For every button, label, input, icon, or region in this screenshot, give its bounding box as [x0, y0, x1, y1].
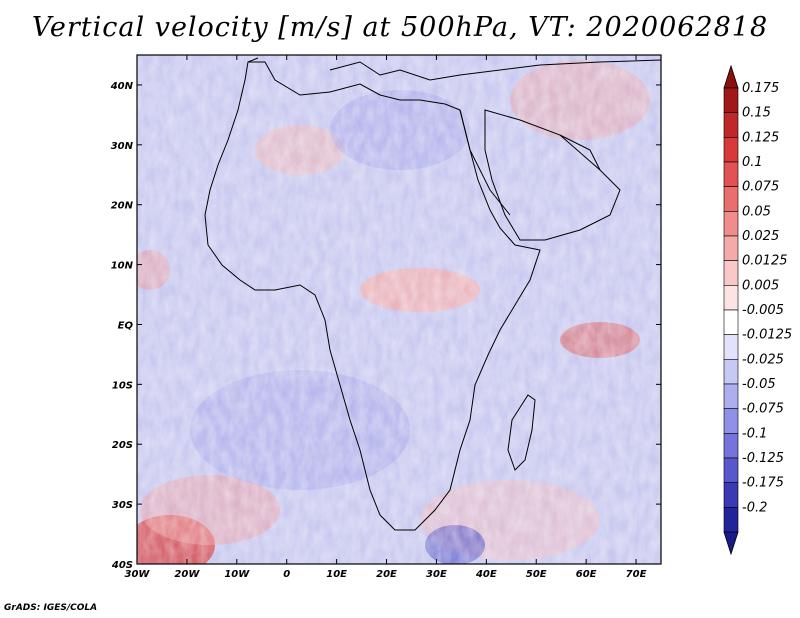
madagascar-coastline	[507, 394, 536, 471]
colorbar-label: 0.05	[742, 204, 771, 219]
colorbar-label: -0.005	[742, 303, 784, 318]
persian-gulf	[559, 134, 601, 171]
lon-tick-label: 50E	[526, 569, 547, 580]
colorbar: 0.175 0.15 0.125 0.1 0.075 0.05 0.025 0.0125 0.0…	[723, 64, 792, 556]
longitude-labels: 30W 20W 10W 0 10E 20E 30E 40E 50E 60E 70E	[125, 569, 647, 580]
colorbar-swatch	[723, 285, 739, 311]
lat-tick-label: 30N	[111, 141, 134, 152]
colorbar-label: -0.175	[742, 476, 784, 491]
colorbar-label: 0.025	[742, 229, 779, 244]
colorbar-swatch	[723, 408, 739, 434]
lat-tick-label: 10N	[111, 261, 134, 272]
africa-coastline	[204, 61, 541, 531]
lon-tick-label: 60E	[576, 569, 597, 580]
lat-tick-label: 40S	[111, 560, 133, 571]
colorbar-swatch	[723, 211, 739, 237]
colorbar-label: -0.075	[742, 402, 784, 417]
colorbar-swatch	[723, 260, 739, 286]
colorbar-swatch	[723, 507, 739, 533]
colorbar-label: 0.005	[742, 278, 779, 293]
lon-tick-label: 40E	[475, 569, 497, 580]
lon-tick-label: 10W	[224, 569, 250, 580]
colorbar-label: -0.05	[742, 377, 776, 392]
red-sea	[459, 109, 511, 216]
colorbar-swatch	[723, 457, 739, 483]
lat-tick-label: 20S	[112, 440, 133, 451]
colorbar-swatch	[723, 161, 739, 187]
lon-tick-label: 10E	[326, 569, 347, 580]
colorbar-label: 0.125	[742, 130, 779, 145]
lat-tick-label: 30S	[112, 500, 133, 511]
colorbar-bottom-arrow	[723, 531, 739, 556]
colorbar-swatch	[723, 87, 739, 113]
lat-tick-label: 40N	[110, 81, 134, 92]
colorbar-label: -0.0125	[742, 328, 792, 343]
europe-coastline	[247, 57, 661, 81]
colorbar-swatch	[723, 482, 739, 508]
lon-tick-label: 30W	[125, 569, 151, 580]
colorbar-swatch	[723, 137, 739, 163]
vertical-velocity-field	[137, 55, 661, 564]
latitude-labels: 40N 30N 20N 10N EQ 10S 20S 30S 40S	[110, 81, 134, 571]
colorbar-swatch	[723, 309, 739, 335]
colorbar-swatch	[723, 186, 739, 212]
lon-tick-label: 0	[283, 569, 290, 580]
colorbar-swatch	[723, 235, 739, 261]
colorbar-label: -0.125	[742, 451, 784, 466]
colorbar-label: 0.175	[742, 81, 779, 96]
colorbar-swatch	[723, 359, 739, 385]
colorbar-label: 0.15	[742, 106, 771, 121]
plot-frame	[136, 54, 662, 565]
field-texture	[137, 55, 661, 564]
colorbar-label: -0.2	[742, 500, 767, 515]
lon-tick-label: 30E	[426, 569, 447, 580]
coastlines	[204, 57, 661, 531]
colorbar-top-arrow	[723, 64, 739, 89]
colorbar-label: 0.0125	[742, 254, 788, 269]
colorbar-swatch	[723, 383, 739, 409]
colorbar-label: 0.1	[742, 155, 763, 170]
lon-tick-label: 20W	[174, 569, 200, 580]
lat-tick-label: 20N	[111, 201, 134, 212]
lon-tick-label: 70E	[626, 569, 647, 580]
colorbar-label: 0.075	[742, 180, 779, 195]
colorbar-swatch	[723, 334, 739, 360]
lat-tick-label: EQ	[118, 320, 134, 331]
credit-text: GrADS: IGES/COLA	[4, 603, 98, 613]
colorbar-swatch	[723, 433, 739, 459]
colorbar-label: -0.025	[742, 352, 784, 367]
page-title: Vertical velocity [m/s] at 500hPa, VT: 2…	[31, 12, 769, 43]
colorbar-swatch	[723, 112, 739, 138]
colorbar-label: -0.1	[742, 426, 767, 441]
lon-tick-label: 20E	[376, 569, 397, 580]
lat-tick-label: 10S	[112, 380, 133, 391]
axis-ticks	[136, 55, 661, 565]
